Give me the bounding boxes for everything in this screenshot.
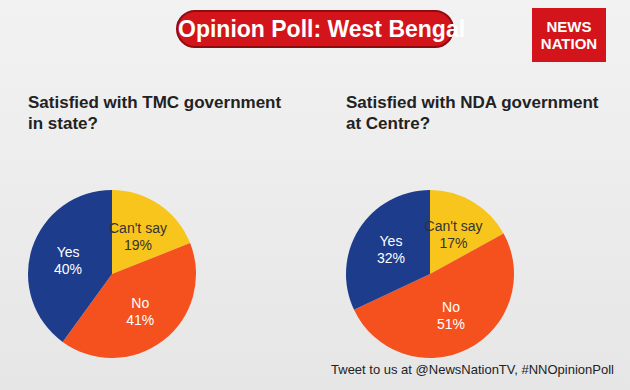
html-text:NEWS NATION: NEWS NATION — [540, 18, 598, 52]
html-text:Satisfied with TMC government: Satisfied with TMC government in state? — [28, 93, 282, 133]
html-text:Satisfied with NDA government: Satisfied with NDA government at Centre? — [346, 93, 599, 133]
svg-text:Yes40%: Yes40% — [54, 244, 82, 277]
svg-text:Can't say17%: Can't say17% — [425, 218, 483, 251]
svg-text:No41%: No41% — [126, 295, 154, 328]
svg-text:Can't say19%: Can't say19% — [109, 220, 167, 253]
html-text:Tweet to us at @NewsNationTV,: Tweet to us at @NewsNationTV, #NNOpinion… — [331, 362, 614, 377]
html-text:Opinion Poll: West Bengal: Opinion Poll: West Bengal — [178, 16, 466, 42]
svg-text:Yes32%: Yes32% — [377, 233, 405, 266]
svg-text:No51%: No51% — [437, 299, 465, 332]
